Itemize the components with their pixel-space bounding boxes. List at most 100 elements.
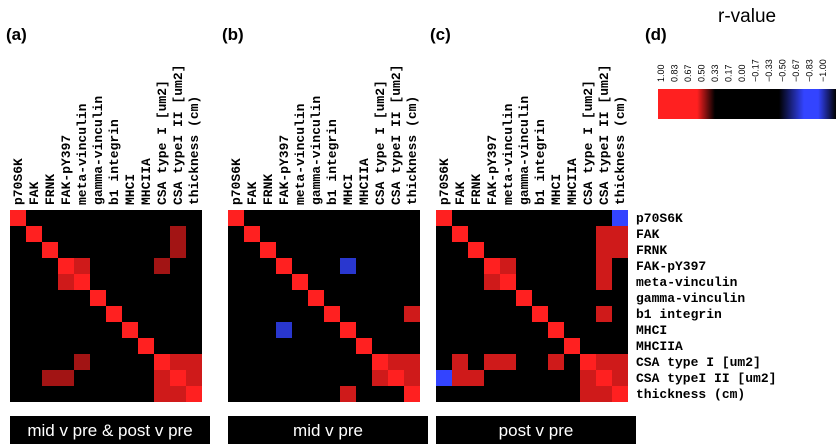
heatmap-cell (74, 258, 90, 274)
heatmap-cell (186, 370, 202, 386)
legend-tick-label: −0.67 (791, 59, 801, 82)
column-label: meta-vinculin (501, 103, 516, 205)
row-label: gamma-vinculin (636, 291, 745, 306)
heatmap-cell (436, 210, 452, 226)
column-label: MHCI (549, 174, 564, 205)
caption-box (10, 416, 210, 444)
heatmap-cell (154, 354, 170, 370)
column-label: CSA type I [um2] (581, 80, 596, 205)
heatmap-cell (244, 226, 260, 242)
legend-title: r-value (718, 6, 776, 27)
legend-colorbar (658, 89, 836, 119)
heatmap-cell (596, 226, 612, 242)
r-value-legend: (d) r-value 1.00 0.83 0.67 0.50 0.33 0.17 0.00 −0… (645, 6, 836, 119)
heatmap-cell (596, 274, 612, 290)
column-label: CSA type I [um2] (373, 80, 388, 205)
heatmap-cell (596, 242, 612, 258)
column-label: FAK (453, 181, 468, 205)
heatmap-cell (500, 274, 516, 290)
heatmap-cell (404, 354, 420, 370)
column-label: MHCI (123, 174, 138, 205)
heatmap-cell (468, 370, 484, 386)
heatmap-cell (276, 322, 292, 338)
heatmap-cell (596, 306, 612, 322)
heatmap-cell (372, 370, 388, 386)
heatmap-cell (452, 370, 468, 386)
panel-caption: mid v pre & post v pre (27, 421, 192, 440)
heatmap-cell (170, 242, 186, 258)
heatmap-cell (276, 258, 292, 274)
column-label: b1 integrin (325, 119, 340, 205)
heatmap-cell (612, 386, 628, 402)
heatmap-cell (58, 274, 74, 290)
legend-tick-label: 0.50 (697, 64, 707, 82)
column-label: p70S6K (437, 158, 452, 205)
heatmap-cell (468, 242, 484, 258)
column-label: gamma-vinculin (517, 96, 532, 205)
legend-tick-label: −0.33 (764, 59, 774, 82)
column-label: MHCIIA (565, 158, 580, 205)
column-label: FRNK (261, 174, 276, 205)
legend-letter: (d) (645, 25, 667, 44)
heatmap-cell (404, 370, 420, 386)
heatmap-cell (612, 226, 628, 242)
heatmap-cell (74, 274, 90, 290)
heatmap-cell (10, 210, 26, 226)
column-label: meta-vinculin (75, 103, 90, 205)
row-labels: p70S6KFAKFRNKFAK-pY397meta-vinculingamma… (636, 211, 776, 402)
heatmap-cell (580, 354, 596, 370)
legend-tick-label: 0.17 (724, 64, 734, 82)
row-label: MHCIIA (636, 339, 683, 354)
heatmap-cell (292, 274, 308, 290)
panel-letter: (a) (6, 25, 27, 44)
heatmap-cell (260, 242, 276, 258)
heatmap-cell (154, 370, 170, 386)
row-label: p70S6K (636, 211, 683, 226)
column-label: b1 integrin (533, 119, 548, 205)
row-label: FAK (636, 227, 660, 242)
column-label: FAK (27, 181, 42, 205)
legend-tick-label: 0.67 (683, 64, 693, 82)
legend-tick-label: 0.33 (710, 64, 720, 82)
heatmap-cell (42, 242, 58, 258)
heatmap-cell (388, 370, 404, 386)
column-label: FAK (245, 181, 260, 205)
column-label: FRNK (43, 174, 58, 205)
heatmap-cell (596, 370, 612, 386)
heatmap-cell (500, 354, 516, 370)
heatmap-cell (122, 322, 138, 338)
column-label: CSA typeI II [um2] (597, 65, 612, 205)
heatmap-cell (186, 354, 202, 370)
column-label: thickness (cm) (187, 96, 202, 205)
caption-box (436, 416, 636, 444)
column-label: gamma-vinculin (91, 96, 106, 205)
heatmap-cell (58, 258, 74, 274)
heatmap-cell (580, 370, 596, 386)
column-label: MHCI (341, 174, 356, 205)
heatmap-cell (564, 338, 580, 354)
panel-letter: (b) (222, 25, 244, 44)
heatmap-cell (484, 258, 500, 274)
heatmap-cell (138, 338, 154, 354)
heatmap-cell (612, 210, 628, 226)
heatmap-cell (484, 274, 500, 290)
heatmap-cell (340, 258, 356, 274)
heatmap-cell (170, 370, 186, 386)
heatmap-cell (74, 354, 90, 370)
heatmap-cell (452, 354, 468, 370)
column-label: FAK-pY397 (59, 135, 74, 205)
heatmap-cell (404, 386, 420, 402)
heatmap-cell (372, 354, 388, 370)
column-label: CSA type I [um2] (155, 80, 170, 205)
heatmap-cell (228, 210, 244, 226)
legend-tick-label: −0.17 (751, 59, 761, 82)
heatmap-cell (324, 306, 340, 322)
column-label: CSA typeI II [um2] (389, 65, 404, 205)
legend-tick-label: −1.00 (818, 59, 828, 82)
heatmap-cell (58, 370, 74, 386)
heatmap-cell (612, 370, 628, 386)
caption-box (228, 416, 428, 444)
heatmap-cell (308, 290, 324, 306)
panel-2: (c) p70S6K FAK FRNK FAK-pY397 meta-vinculin ga… (430, 25, 636, 444)
column-label: FAK-pY397 (277, 135, 292, 205)
